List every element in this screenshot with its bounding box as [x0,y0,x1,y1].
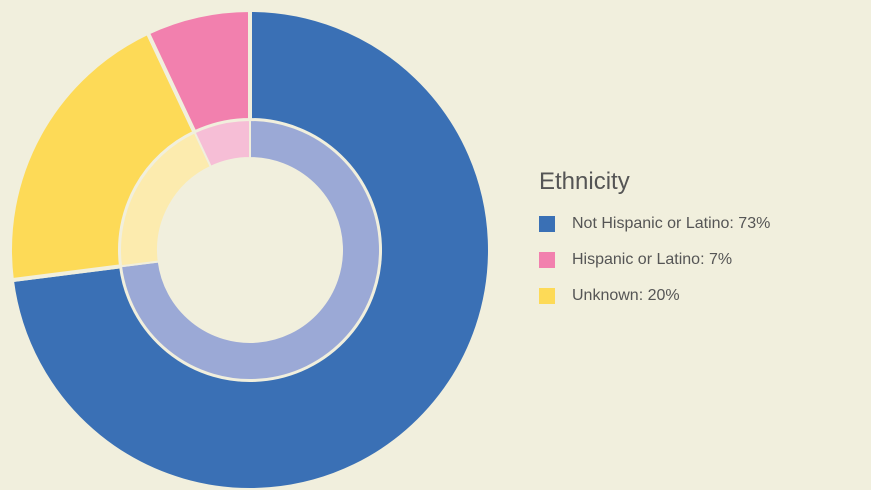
legend-item-unknown[interactable]: Unknown: 20% [539,278,770,314]
legend-item-hispanic[interactable]: Hispanic or Latino: 7% [539,242,770,278]
legend-title: Ethnicity [539,168,630,195]
legend-swatch-unknown [539,288,555,304]
inner-slice-not-hispanic-or-latino [119,118,381,381]
legend-swatch-hispanic [539,252,555,268]
legend-label-unknown: Unknown: 20% [572,287,680,304]
legend: Ethnicity Not Hispanic or Latino: 73% Hi… [539,168,770,314]
legend-item-not-hispanic[interactable]: Not Hispanic or Latino: 73% [539,206,770,242]
legend-label-hispanic: Hispanic or Latino: 7% [572,251,733,268]
legend-label-not-hispanic: Not Hispanic or Latino: 73% [572,215,771,232]
outer-ring [8,8,492,490]
donut-chart [8,8,492,490]
inner-ring [119,118,381,381]
legend-swatch-not-hispanic [539,216,555,232]
inner-slice-hispanic-or-latino [193,118,251,169]
